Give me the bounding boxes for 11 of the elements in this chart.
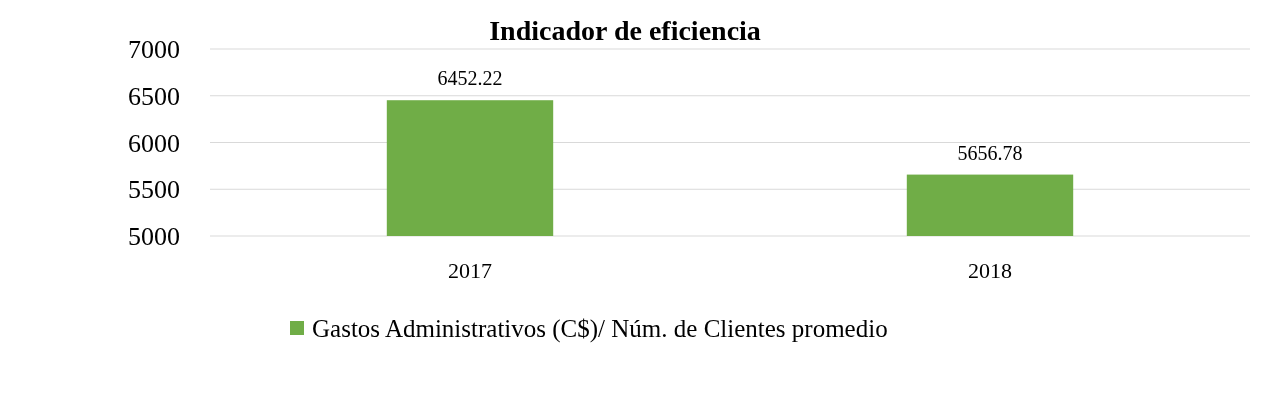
y-tick-label: 5500 (128, 175, 180, 205)
chart-title: Indicador de eficiencia (489, 15, 761, 46)
data-label: 5656.78 (957, 141, 1023, 164)
y-tick-label: 6000 (128, 128, 180, 158)
data-label: 6452.22 (437, 67, 503, 90)
y-tick-label: 5000 (128, 222, 180, 252)
y-tick-label: 6500 (128, 81, 180, 111)
x-tick-label: 2018 (968, 258, 1012, 283)
y-tick-label: 7000 (128, 35, 180, 65)
x-tick-label: 2017 (448, 258, 492, 283)
legend-label: Gastos Administrativos (C$)/ Núm. de Clientes promedio (312, 314, 888, 343)
